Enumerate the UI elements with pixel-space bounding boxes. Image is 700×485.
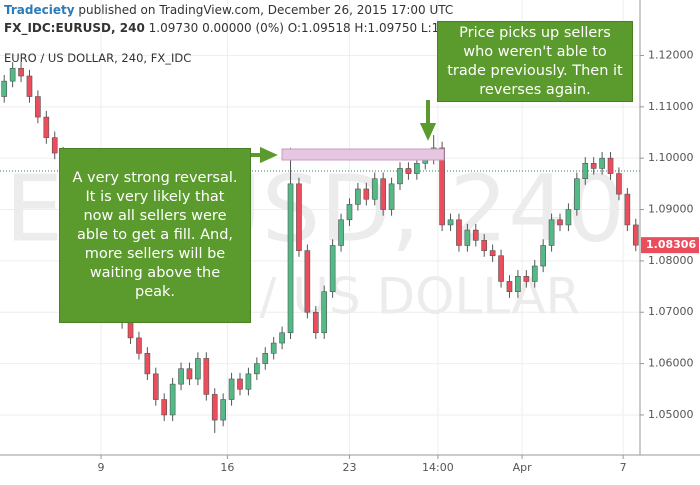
candle-body (338, 219, 344, 246)
candle-body (548, 219, 555, 246)
quote-line: FX_IDC:EURUSD, 240 1.09730 0.00000 (0%) … (4, 21, 451, 35)
candle-body (270, 342, 277, 354)
candle-body (26, 75, 33, 97)
candle-body (228, 378, 235, 400)
candle-body (439, 147, 445, 226)
candle-body (43, 116, 50, 138)
quote: 1.09730 0.00000 (0%) O:1.09518 H:1.09750… (148, 21, 451, 35)
candle-body (456, 219, 462, 246)
candle-body (152, 373, 159, 400)
candles (1, 62, 639, 433)
y-tick-label: 1.09000 (648, 203, 694, 216)
candle-body (607, 157, 614, 174)
candle-body (136, 337, 142, 354)
y-tick-label: 1.11000 (648, 100, 694, 113)
candle-body (346, 204, 353, 221)
candle-body (531, 265, 538, 282)
candle-body (18, 68, 24, 77)
candle-body (632, 224, 639, 246)
x-tick-label: 16 (220, 461, 234, 474)
candle-body (565, 209, 572, 226)
candle-body (312, 311, 319, 334)
candle-body (388, 183, 395, 210)
y-tick-label: 1.07000 (648, 305, 694, 318)
candle-body (9, 68, 16, 82)
candle-body (540, 245, 546, 267)
candle-body (211, 394, 218, 421)
candle-body (51, 137, 58, 154)
candle-body (506, 281, 513, 292)
candle-body (245, 373, 252, 390)
candle-body (414, 163, 420, 174)
candle-body (371, 178, 378, 200)
candle-body (489, 250, 496, 257)
x-tick-label: Apr (513, 461, 533, 474)
resistance-zone (281, 148, 445, 161)
last-price-box (641, 237, 699, 254)
y-tick-label: 1.12000 (648, 48, 694, 61)
candle-body (195, 358, 201, 380)
candle-body (169, 383, 176, 416)
axes: 1.05000 1.06000 1.07000 1.08000 1.09000 1.100… (98, 48, 699, 474)
chart-title: EURO / US DOLLAR, 240, FX_IDC (4, 51, 192, 65)
candle-body (464, 229, 471, 246)
candle-body (186, 368, 193, 380)
candle-body (35, 96, 41, 118)
candle-body (144, 353, 151, 375)
candle-body (127, 322, 134, 339)
candle-body (557, 219, 563, 226)
x-tick-label: 7 (620, 461, 627, 474)
candle-body (523, 275, 530, 282)
x-tick-label: 9 (98, 461, 105, 474)
candle-body (397, 168, 403, 185)
candle-body (574, 178, 580, 210)
candle-body (237, 378, 243, 390)
candle-body (203, 358, 210, 395)
candle-body (321, 291, 328, 334)
candle-body (1, 80, 8, 97)
publish-line: Tradeciety published on TradingView.com,… (4, 3, 453, 17)
candle-body (481, 240, 488, 251)
candle-body (262, 353, 269, 364)
arrow-right (236, 146, 278, 164)
callout-left: A very strong reversal. It is very likel… (59, 148, 251, 323)
candle-body (178, 368, 184, 385)
candle-body (405, 168, 412, 174)
callout-right: Price picks up sellers who weren't able … (437, 21, 633, 102)
candle-body (296, 183, 302, 251)
candle-body (380, 178, 386, 210)
candle-body (447, 219, 454, 226)
candle-body (582, 163, 589, 180)
candle-body (254, 363, 260, 375)
x-tick-label: 14:00 (422, 461, 454, 474)
candle-body (329, 245, 336, 292)
candle-body (279, 332, 285, 344)
candle-body (363, 188, 370, 200)
candle-body (472, 229, 479, 241)
candle-body (287, 183, 294, 334)
publish-info: published on TradingView.com, December 2… (78, 3, 454, 17)
candle-body (599, 157, 605, 169)
symbol: FX_IDC:EURUSD, 240 (4, 21, 145, 35)
last-price-label: 1.08306 (646, 238, 696, 251)
y-tick-label: 1.06000 (648, 357, 694, 370)
candle-body (515, 275, 521, 292)
candle-body (616, 173, 622, 195)
y-tick-label: 1.10000 (648, 151, 694, 164)
candle-body (161, 399, 168, 416)
candle-body (304, 250, 311, 313)
candle-body (220, 399, 226, 421)
x-tick-label: 23 (342, 461, 356, 474)
candle-body (498, 255, 504, 282)
candle-body (624, 193, 631, 226)
y-tick-label: 1.08000 (648, 254, 694, 267)
candle-body (355, 188, 361, 205)
arrow-down (419, 100, 437, 141)
publisher: Tradeciety (4, 3, 75, 17)
y-tick-label: 1.05000 (648, 408, 694, 421)
candle-body (590, 163, 597, 169)
